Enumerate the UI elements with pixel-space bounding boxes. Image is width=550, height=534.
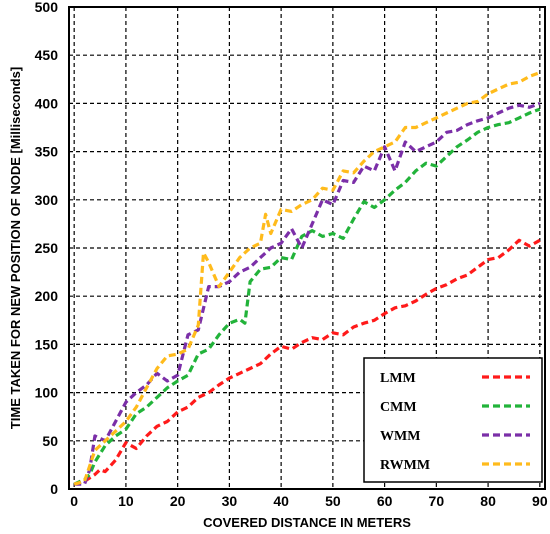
x-tick-label: 10 <box>118 493 134 509</box>
series-line-cmm <box>73 107 541 486</box>
y-tick-label: 400 <box>35 95 59 111</box>
y-tick-label: 250 <box>35 240 59 256</box>
y-tick-label: 50 <box>42 433 58 449</box>
y-axis-ticks: 0 50 100 150 200 250 300 350 400 450 500 <box>35 0 59 497</box>
legend-label-lmm: LMM <box>380 371 416 386</box>
x-tick-label: 20 <box>170 493 186 509</box>
x-tick-label: 30 <box>222 493 238 509</box>
series-line-wmm <box>74 101 541 486</box>
x-tick-label: 80 <box>480 493 496 509</box>
y-tick-label: 500 <box>35 0 59 15</box>
x-tick-label: 50 <box>325 493 341 509</box>
y-tick-label: 150 <box>35 336 59 352</box>
y-tick-label: 100 <box>35 385 59 401</box>
y-tick-label: 0 <box>50 481 58 497</box>
legend-label-wmm: WMM <box>380 429 420 444</box>
x-tick-label: 40 <box>273 493 289 509</box>
y-tick-label: 300 <box>35 192 59 208</box>
x-tick-label: 90 <box>532 493 548 509</box>
y-tick-label: 200 <box>35 288 59 304</box>
y-tick-label: 450 <box>35 47 59 63</box>
legend-label-cmm: CMM <box>380 400 417 415</box>
legend-box <box>363 357 543 483</box>
series-line-lmm <box>73 238 541 486</box>
y-tick-label: 350 <box>35 144 59 160</box>
series-layer <box>73 71 541 486</box>
y-axis-label: TIME TAKEN FOR NEW POSITION OF NODE [Mil… <box>8 67 23 429</box>
plot-frame <box>68 6 546 490</box>
series-line-rwmm <box>73 71 541 486</box>
x-tick-label: 0 <box>70 493 78 509</box>
x-axis-ticks: 0 10 20 30 40 50 60 70 80 90 <box>70 493 548 509</box>
legend-label-rwmm: RWMM <box>380 458 430 473</box>
x-tick-label: 70 <box>429 493 445 509</box>
x-tick-label: 60 <box>377 493 393 509</box>
x-axis-label: COVERED DISTANCE IN METERS <box>203 515 411 530</box>
legend: LMM CMM WMM RWMM <box>363 357 543 483</box>
